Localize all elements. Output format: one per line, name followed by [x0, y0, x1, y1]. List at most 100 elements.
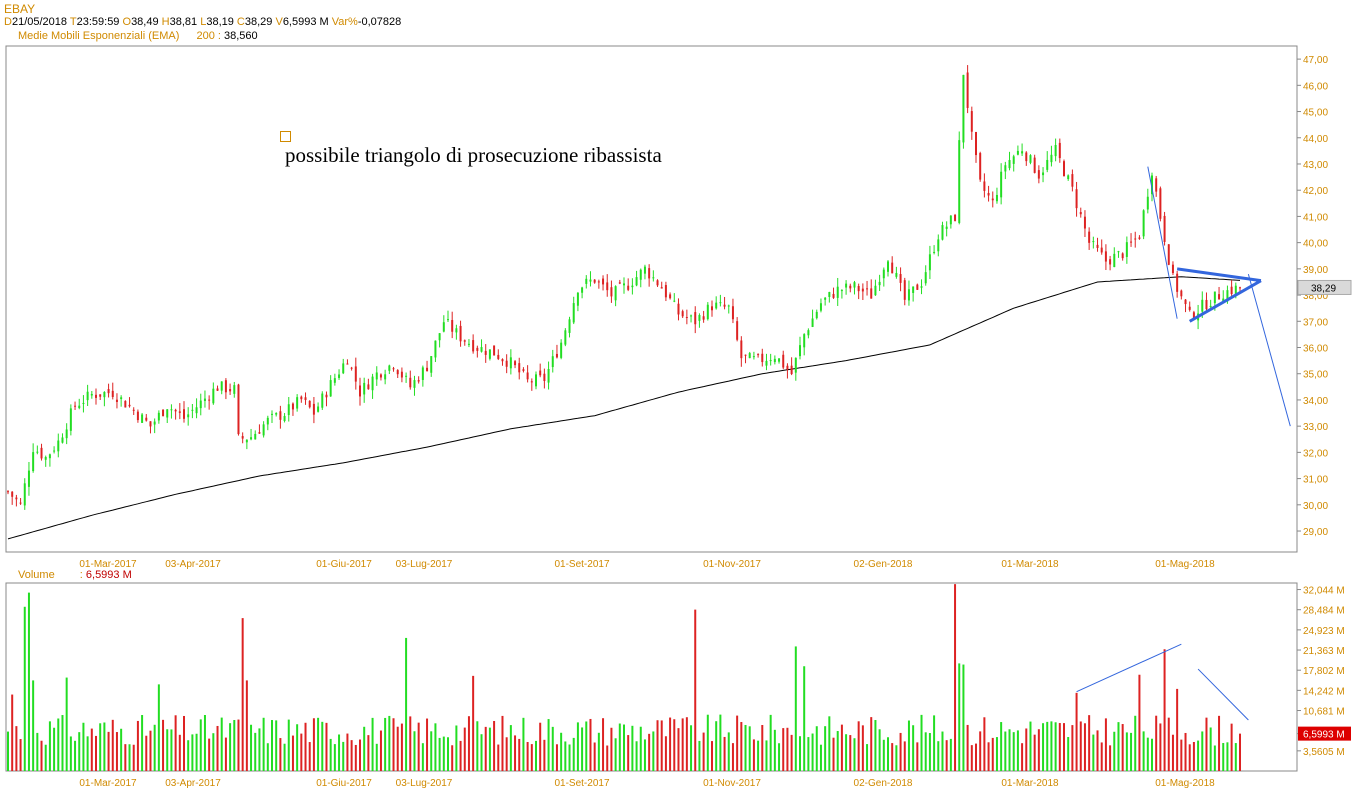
volume-x-tick-label: 01-Mag-2018 — [1155, 778, 1215, 789]
price-candle — [493, 345, 496, 356]
candle-body — [824, 297, 827, 300]
price-candle — [379, 373, 382, 381]
candle-body — [702, 316, 705, 320]
price-candle — [1100, 239, 1103, 255]
price-candle — [840, 289, 843, 299]
volume-bar — [941, 731, 944, 771]
volume-x-tick-label: 01-Nov-2017 — [703, 778, 761, 789]
price-candle — [995, 187, 998, 204]
ohlc-readout: D21/05/2018 T23:59:59 O38,49 H38,81 L38,… — [4, 16, 401, 28]
price-candle — [413, 375, 416, 396]
price-candle — [145, 414, 148, 422]
volume-bar — [472, 675, 475, 771]
candle-body — [782, 354, 785, 368]
price-x-tick-label: 01-Mar-2017 — [79, 559, 137, 570]
volume-bar — [803, 666, 806, 771]
price-candle — [740, 336, 743, 367]
volume-bar — [1184, 732, 1187, 771]
price-candle — [505, 354, 508, 374]
volume-bar — [99, 723, 102, 771]
price-candle — [778, 358, 781, 364]
volume-bar — [229, 723, 232, 771]
volume-bar — [95, 735, 97, 771]
price-candle — [367, 378, 370, 390]
price-candle — [191, 404, 194, 419]
candle-body — [141, 414, 144, 423]
candle-body — [229, 389, 232, 392]
volume-bar — [191, 734, 194, 771]
price-candle — [648, 264, 651, 287]
price-candle — [1088, 227, 1091, 250]
candle-body — [803, 334, 806, 348]
price-candle — [153, 418, 156, 434]
price-candle — [1109, 255, 1112, 271]
candle-body — [631, 285, 634, 288]
candle-body — [212, 388, 215, 404]
price-candle — [954, 213, 957, 222]
price-candle — [65, 423, 68, 445]
candle-body — [258, 432, 261, 434]
volume-bar — [237, 719, 240, 771]
volume-bar — [463, 727, 466, 771]
volume-bar — [421, 743, 424, 771]
candle-body — [174, 409, 177, 412]
candle-body — [778, 358, 781, 362]
candle-body — [786, 365, 789, 370]
price-candle — [1155, 175, 1158, 197]
volume-bar — [467, 716, 470, 771]
price-candle — [585, 275, 588, 289]
price-candle — [329, 375, 332, 397]
candle-body — [761, 353, 764, 363]
volume-bar — [287, 719, 290, 771]
volume-bar — [782, 728, 785, 771]
candle-body — [19, 502, 22, 504]
v-label: V — [275, 16, 283, 28]
price-candle — [790, 357, 793, 376]
price-candle — [350, 366, 353, 371]
price-candle — [346, 359, 349, 365]
close-value: 38,29 — [244, 16, 273, 28]
volume-bar — [275, 720, 278, 771]
candle-body — [497, 354, 500, 359]
candle-body — [1029, 155, 1032, 163]
candle-body — [748, 353, 751, 359]
price-candle — [572, 296, 575, 325]
candle-body — [652, 277, 655, 279]
volume-bar — [907, 720, 910, 771]
volume-bar — [723, 736, 726, 771]
candle-body — [1037, 170, 1040, 179]
price-candle — [279, 405, 282, 429]
price-candle — [593, 279, 596, 284]
candle-body — [15, 497, 18, 500]
volume-bar — [220, 717, 223, 771]
volume-bar — [488, 727, 491, 771]
price-candle — [652, 270, 655, 282]
volume-bar — [966, 724, 969, 771]
volume-bar — [1130, 732, 1133, 771]
volume-bar — [815, 726, 818, 771]
volume-bar — [1088, 715, 1091, 771]
volume-bar — [773, 729, 776, 771]
volume-bar — [82, 722, 85, 771]
volume-bar — [945, 740, 948, 771]
price-candle — [438, 333, 441, 348]
price-tick-label: 34,00 — [1303, 396, 1328, 407]
price-candle — [903, 277, 906, 306]
h-label: H — [161, 16, 170, 28]
candle-body — [731, 306, 734, 320]
candle-body — [966, 72, 969, 108]
volume-x-tick-label: 02-Gen-2018 — [854, 778, 913, 789]
volume-bar — [296, 724, 299, 771]
candle-body — [183, 409, 185, 419]
volume-bar — [367, 735, 370, 771]
price-candle — [698, 313, 701, 328]
price-candle — [555, 344, 558, 359]
volume-bars: 6,5993 M — [7, 584, 1351, 771]
price-candle — [195, 398, 198, 419]
volume-bar — [1075, 692, 1078, 771]
volume-bar — [7, 731, 9, 771]
price-candle — [375, 366, 378, 386]
candle-body — [941, 225, 944, 240]
volume-tick-label: 10,681 M — [1303, 707, 1345, 718]
price-candle — [933, 245, 936, 255]
